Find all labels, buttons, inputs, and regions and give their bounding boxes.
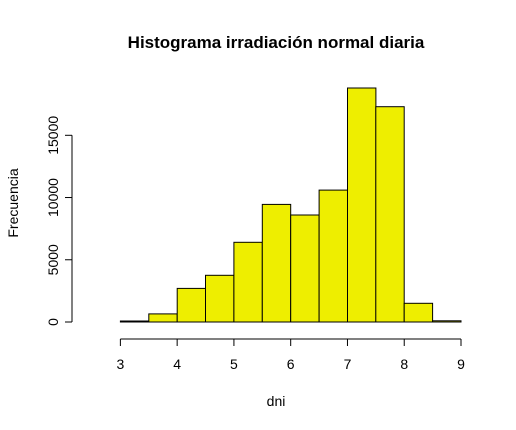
x-tick-label: 3 (116, 356, 124, 372)
x-tick-label: 6 (287, 356, 295, 372)
y-tick-label: 10000 (45, 178, 61, 217)
y-axis-label: Frecuencia (5, 168, 21, 237)
y-axis: 0 5000 10000 15000 (45, 116, 73, 326)
x-tick-label: 4 (173, 356, 181, 372)
y-tick-label: 5000 (45, 244, 61, 275)
bars-group (119, 87, 462, 323)
histogram-bar (403, 302, 434, 323)
histogram-bar (205, 274, 235, 323)
histogram-bar (176, 287, 207, 323)
histogram-bar (261, 203, 292, 323)
chart-title: Histograma irradiación normal diaria (128, 33, 425, 52)
histogram-bar (290, 214, 320, 323)
histogram-bar (119, 320, 150, 323)
x-tick-label: 7 (344, 356, 352, 372)
x-tick-label: 5 (230, 356, 238, 372)
y-tick-label: 0 (45, 318, 61, 326)
histogram-bar (233, 241, 263, 323)
x-axis: 3 4 5 6 7 8 9 (116, 338, 465, 372)
histogram-bar (375, 106, 405, 323)
histogram-bar (148, 313, 178, 323)
x-axis-label: dni (267, 393, 286, 409)
y-tick-label: 15000 (45, 116, 61, 155)
histogram-bar (318, 189, 349, 323)
x-tick-label: 9 (457, 356, 465, 372)
x-tick-label: 8 (400, 356, 408, 372)
histogram-bar (432, 320, 462, 323)
histogram-bar (347, 87, 377, 323)
